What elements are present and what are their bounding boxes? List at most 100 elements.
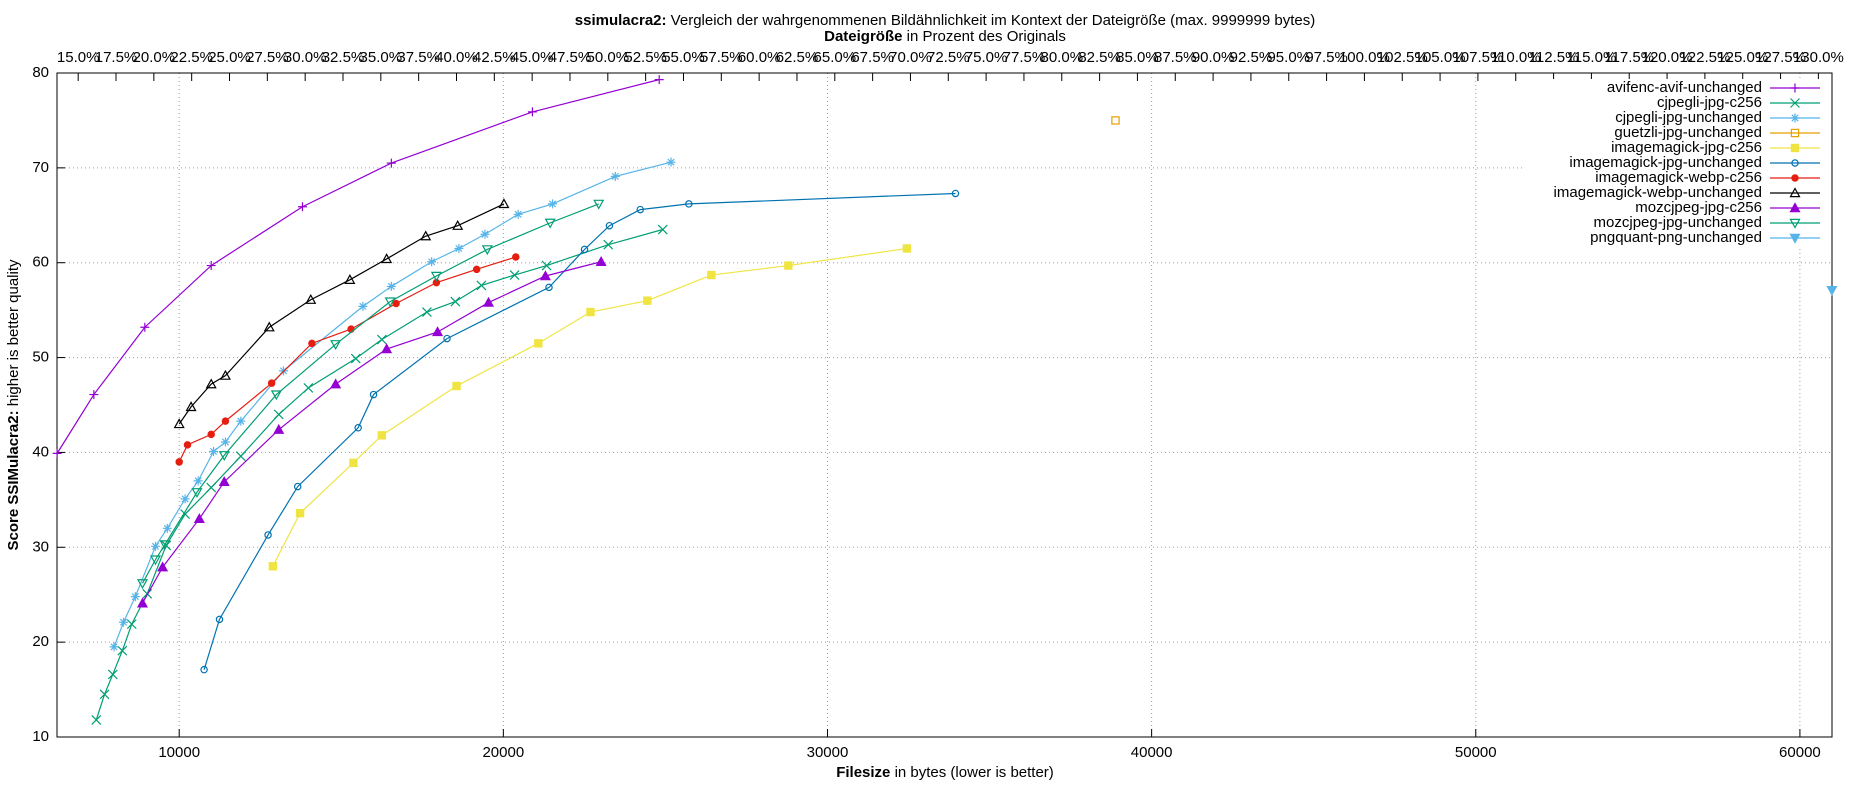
data-point bbox=[610, 171, 620, 181]
data-point bbox=[384, 297, 396, 308]
x2-tick-label: 37.5% bbox=[397, 49, 440, 66]
ylabel-rest: higher is better quality bbox=[5, 259, 22, 410]
data-point bbox=[236, 416, 246, 426]
series-line bbox=[95, 228, 663, 721]
data-point bbox=[136, 597, 148, 608]
data-point bbox=[354, 424, 362, 432]
chart-subtitle: Dateigröße in Prozent des Originals bbox=[824, 28, 1066, 45]
data-point bbox=[270, 390, 282, 401]
data-point bbox=[91, 715, 102, 725]
data-point bbox=[157, 561, 169, 572]
y-tick-label: 60 bbox=[32, 254, 49, 271]
legend-marker bbox=[1790, 143, 1800, 153]
data-point bbox=[303, 383, 314, 393]
x2-tick-label: 122.5% bbox=[1679, 49, 1730, 66]
data-point bbox=[483, 296, 495, 307]
plot-border bbox=[56, 72, 1833, 738]
data-point bbox=[476, 280, 487, 291]
data-point bbox=[267, 379, 276, 387]
chart-title: ssimulacra2: Vergleich der wahrgenommene… bbox=[575, 12, 1315, 29]
title-rest: Vergleich der wahrgenommenen Bildähnlich… bbox=[667, 12, 1316, 29]
data-point bbox=[215, 615, 224, 624]
data-point bbox=[297, 202, 307, 212]
x2-tick-label: 125.0% bbox=[1717, 49, 1768, 66]
x2-tick-label: 17.5% bbox=[95, 49, 138, 66]
legend-label: imagemagick-jpg-unchanged bbox=[1569, 154, 1762, 171]
data-point bbox=[386, 158, 396, 168]
x-tick-label: 10000 bbox=[158, 744, 200, 761]
x2-tick-label: 67.5% bbox=[851, 49, 894, 66]
legend-marker bbox=[1791, 159, 1799, 167]
data-point bbox=[386, 281, 396, 291]
data-point bbox=[200, 665, 208, 674]
x2-tick-label: 100.0% bbox=[1339, 49, 1390, 66]
x2-tick-label: 110.0% bbox=[1491, 49, 1541, 66]
legend-marker bbox=[1790, 113, 1800, 123]
x2-tick-label: 22.5% bbox=[170, 49, 213, 66]
data-point bbox=[218, 451, 230, 462]
legend-label: cjpegli-jpg-c256 bbox=[1657, 94, 1762, 111]
xlabel-bold: Filesize bbox=[836, 764, 890, 781]
x2-tick-label: 35.0% bbox=[360, 49, 403, 66]
legend-marker bbox=[1790, 98, 1800, 108]
data-point bbox=[273, 409, 284, 420]
data-point bbox=[149, 555, 162, 566]
x2-tick-label: 52.5% bbox=[624, 49, 667, 66]
data-point bbox=[99, 689, 110, 700]
legend-label: guetzli-jpg-unchanged bbox=[1614, 124, 1762, 141]
x2-tick-label: 62.5% bbox=[776, 49, 819, 66]
legend-marker bbox=[1790, 83, 1800, 93]
x2-tick-label: 120.0% bbox=[1642, 49, 1693, 66]
data-point bbox=[593, 199, 605, 210]
data-point bbox=[295, 508, 305, 518]
data-point bbox=[193, 476, 203, 486]
x2-tick-label: 82.5% bbox=[1078, 49, 1121, 66]
subtitle-rest: in Prozent des Originals bbox=[902, 28, 1065, 45]
x2-tick-label: 75.0% bbox=[965, 49, 1008, 66]
data-point bbox=[586, 307, 595, 317]
data-point bbox=[162, 523, 172, 533]
data-point bbox=[580, 245, 589, 254]
data-point bbox=[219, 369, 231, 380]
data-point bbox=[175, 458, 183, 466]
x2-tick-label: 55.0% bbox=[662, 49, 705, 66]
data-point bbox=[636, 205, 644, 214]
x2-tick-label: 117.5% bbox=[1604, 49, 1654, 66]
legend-label: imagemagick-webp-c256 bbox=[1595, 169, 1762, 186]
ylabel-bold: Score SSIMulacra2: bbox=[5, 410, 22, 550]
legend-marker bbox=[1791, 174, 1799, 182]
x2-tick-label: 27.5% bbox=[246, 49, 289, 66]
data-point bbox=[951, 189, 960, 198]
x-tick-label: 40000 bbox=[1131, 744, 1173, 761]
series-line bbox=[56, 79, 660, 454]
y-tick-label: 10 bbox=[32, 728, 49, 745]
x2-tick-label: 50.0% bbox=[587, 49, 630, 66]
data-point bbox=[263, 321, 275, 332]
data-point bbox=[545, 283, 553, 292]
x2-tick-label: 65.0% bbox=[814, 49, 857, 66]
data-point bbox=[392, 299, 400, 308]
x2-tick-label: 60.0% bbox=[738, 49, 781, 66]
data-point bbox=[534, 339, 543, 348]
series-line bbox=[178, 256, 516, 463]
legend-label: imagemagick-webp-unchanged bbox=[1554, 184, 1762, 201]
series-line bbox=[113, 161, 672, 648]
x2-tick-label: 90.0% bbox=[1192, 49, 1235, 66]
y-tick-label: 50 bbox=[32, 349, 49, 366]
data-point bbox=[421, 307, 432, 317]
data-point bbox=[603, 239, 614, 250]
data-point bbox=[119, 617, 129, 627]
data-point bbox=[126, 619, 137, 630]
data-point bbox=[1111, 116, 1120, 125]
data-point bbox=[209, 446, 219, 456]
data-point bbox=[1826, 286, 1838, 296]
x2-tick-label: 47.5% bbox=[549, 49, 592, 66]
data-point bbox=[377, 431, 387, 440]
data-point bbox=[472, 265, 481, 274]
data-point bbox=[151, 541, 161, 551]
legend-label: avifenc-avif-unchanged bbox=[1607, 79, 1762, 96]
data-point bbox=[544, 218, 556, 229]
data-point bbox=[541, 260, 552, 271]
data-point bbox=[498, 198, 510, 209]
